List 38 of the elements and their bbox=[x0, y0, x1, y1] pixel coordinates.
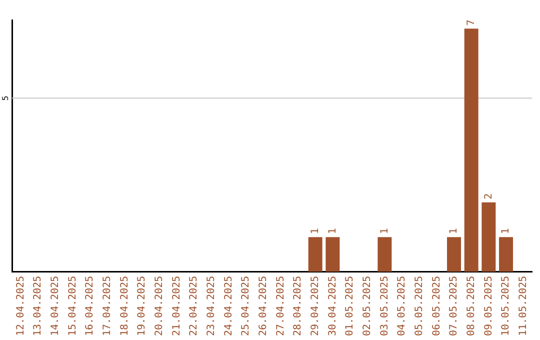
x-tick-label: 23.04.2025 bbox=[206, 276, 217, 336]
x-tick-label: 09.05.2025 bbox=[483, 276, 494, 336]
x-tick-label: 26.04.2025 bbox=[258, 276, 269, 336]
x-tick-label: 25.04.2025 bbox=[240, 276, 252, 336]
x-tick-label: 01.05.2025 bbox=[344, 276, 356, 336]
x-tick-label: 03.05.2025 bbox=[379, 276, 390, 336]
data-label: 1 bbox=[448, 228, 460, 234]
x-tick-label: 17.04.2025 bbox=[102, 276, 113, 336]
x-tick-label: 24.04.2025 bbox=[223, 276, 234, 336]
data-label: 1 bbox=[327, 228, 338, 234]
x-tick-label: 07.05.2025 bbox=[448, 276, 460, 336]
x-tick-label: 06.05.2025 bbox=[431, 276, 442, 336]
data-label: 1 bbox=[310, 228, 321, 234]
x-tick-label: 15.04.2025 bbox=[67, 276, 78, 336]
x-tick-label: 18.04.2025 bbox=[119, 276, 130, 336]
ref-line-label: 5 bbox=[1, 96, 10, 101]
x-tick-label: 19.04.2025 bbox=[136, 276, 148, 336]
x-tick-label: 16.04.2025 bbox=[84, 276, 96, 336]
x-tick-label: 12.04.2025 bbox=[15, 276, 26, 336]
x-tick-label: 08.05.2025 bbox=[466, 276, 477, 336]
x-tick-label: 14.04.2025 bbox=[50, 276, 61, 336]
x-tick-label: 27.04.2025 bbox=[275, 276, 286, 336]
data-label: 1 bbox=[500, 228, 512, 234]
x-tick-label: 21.04.2025 bbox=[171, 276, 182, 336]
x-tick-label: 04.05.2025 bbox=[396, 276, 408, 336]
x-tick-label: 10.05.2025 bbox=[500, 276, 512, 336]
x-tick-label: 20.04.2025 bbox=[154, 276, 165, 336]
x-tick-label: 22.04.2025 bbox=[188, 276, 200, 336]
data-label: 7 bbox=[466, 20, 477, 26]
x-tick-label: 05.05.2025 bbox=[414, 276, 425, 336]
x-tick-label: 28.04.2025 bbox=[292, 276, 304, 336]
x-tick-label: 02.05.2025 bbox=[362, 276, 373, 336]
data-label: 1 bbox=[379, 228, 390, 234]
data-label: 2 bbox=[483, 193, 494, 200]
x-tick-label: 13.04.2025 bbox=[32, 276, 44, 336]
x-tick-label: 30.04.2025 bbox=[327, 276, 338, 336]
x-tick-label: 29.04.2025 bbox=[310, 276, 321, 336]
x-tick-label: 11.05.2025 bbox=[518, 276, 529, 336]
